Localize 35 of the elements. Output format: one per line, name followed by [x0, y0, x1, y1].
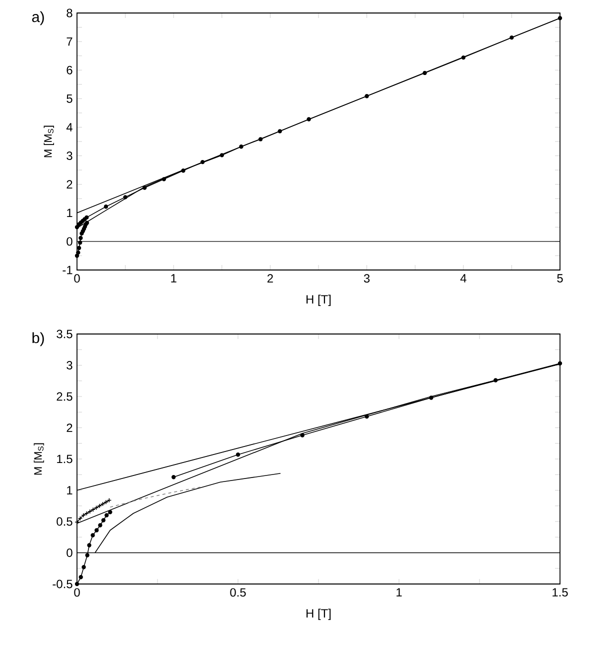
y-tick-label: 2.5	[56, 392, 72, 401]
y-tick-label: 0.5	[56, 517, 72, 526]
x-tick-label: 2	[267, 274, 273, 283]
y-tick-label: 2	[66, 424, 72, 432]
y-tick-label: 0	[66, 548, 72, 557]
y-tick-label: -1	[62, 266, 72, 274]
x-axis-title: H [T]	[306, 294, 331, 306]
chart-title: b)	[32, 332, 44, 346]
y-tick-label: 5	[66, 94, 72, 103]
x-tick-label: 4	[460, 274, 466, 282]
x-tick-label: 0	[74, 588, 80, 597]
y-tick-label: 7	[66, 37, 72, 46]
x-tick-label: 0.5	[230, 588, 246, 597]
y-tick-label: 3	[66, 152, 72, 160]
y-tick-label: 2	[66, 180, 72, 189]
y-tick-label: 1.5	[57, 454, 72, 464]
y-tick-label: 8	[66, 8, 72, 18]
chart-title: a)	[32, 11, 44, 26]
x-axis-title: H [T]	[306, 608, 331, 620]
x-tick-label: 1	[171, 274, 176, 282]
y-tick-label: -0.5	[52, 580, 72, 588]
x-tick-label: 0	[74, 274, 80, 283]
y-tick-label: 6	[66, 66, 72, 74]
y-tick-label: 1	[67, 208, 72, 217]
y-axis-title: M [M$_{S}$]	[34, 443, 44, 475]
y-tick-label: 4	[66, 123, 72, 132]
x-tick-label: 1.5	[552, 588, 568, 597]
x-tick-label: 5	[557, 274, 563, 283]
x-tick-label: 1	[396, 588, 402, 596]
y-tick-label: 3.5	[56, 330, 72, 338]
y-tick-label: 1	[67, 486, 72, 494]
y-tick-label: 3	[66, 361, 72, 370]
y-tick-label: 0	[66, 237, 72, 246]
y-axis-title: M [M$_{S}$]	[44, 126, 54, 158]
x-tick-label: 3	[364, 274, 370, 283]
